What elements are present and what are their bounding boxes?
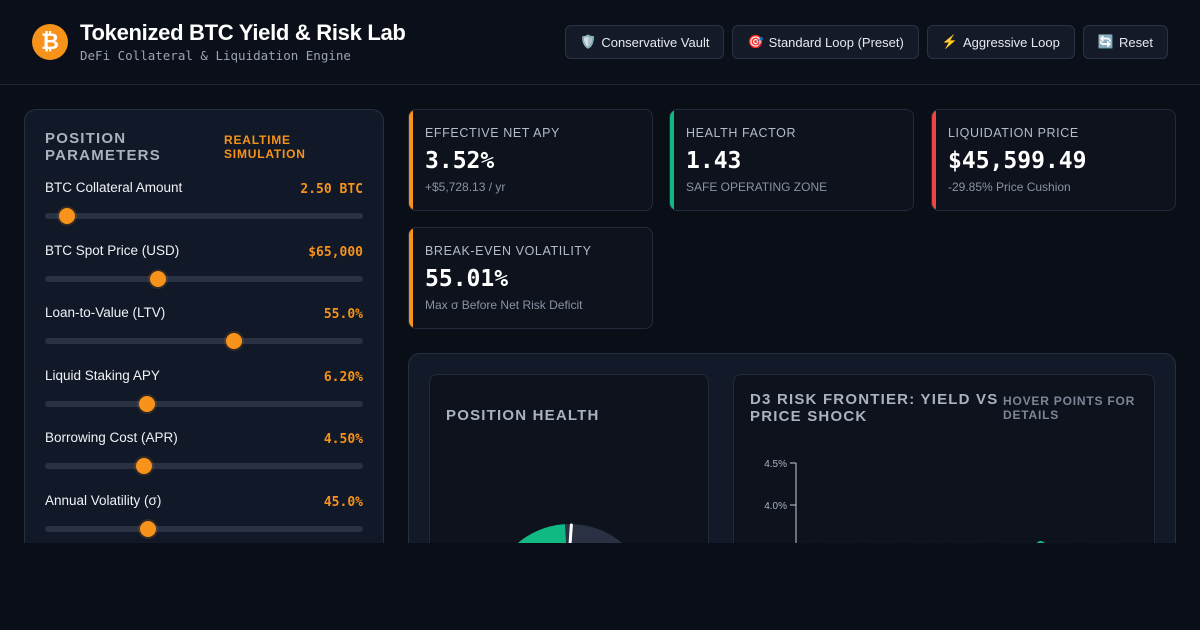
main-content: Position Parameters Realtime Simulation … <box>0 86 1200 543</box>
realtime-badge: Realtime Simulation <box>224 133 306 161</box>
slider-thumb[interactable] <box>135 458 152 474</box>
slider-label: BTC Spot Price (USD) <box>45 243 180 258</box>
net-apy-card: Effective Net APY 3.52% +$5,728.13 / yr <box>408 109 653 211</box>
slider-track[interactable] <box>45 271 363 287</box>
position-parameters-panel: Position Parameters Realtime Simulation … <box>24 109 384 543</box>
panel-title: Position Parameters <box>45 130 161 164</box>
staking-apy-slider: Liquid Staking APY 6.20% <box>45 368 363 418</box>
bitcoin-logo-icon: ₿ <box>32 24 68 60</box>
slider-label: Liquid Staking APY <box>45 368 160 383</box>
aggressive-loop-button[interactable]: ⚡ Aggressive Loop <box>926 25 1075 59</box>
blank-page-area <box>0 543 1200 630</box>
slider-thumb[interactable] <box>140 521 157 537</box>
stat-value: 1.43 <box>686 148 742 174</box>
stat-subtext: -29.85% Price Cushion <box>948 180 1071 194</box>
conservative-vault-button[interactable]: 🛡️ Conservative Vault <box>565 25 725 59</box>
preset-toolbar: 🛡️ Conservative Vault 🎯 Standard Loop (P… <box>565 25 1168 59</box>
slider-thumb[interactable] <box>138 396 155 412</box>
btc-collateral-slider: BTC Collateral Amount 2.50 BTC <box>45 180 363 230</box>
standard-loop-button[interactable]: 🎯 Standard Loop (Preset) <box>732 25 919 59</box>
stat-subtext: Max σ Before Net Risk Deficit <box>425 298 583 312</box>
lightning-icon: ⚡ <box>941 34 958 49</box>
chart-title: D3 Risk Frontier: Yield vs Price Shock <box>750 391 999 425</box>
slider-value: 6.20% <box>323 370 363 385</box>
slider-track[interactable] <box>45 396 363 412</box>
accent-bar <box>670 110 674 210</box>
slider-label: Annual Volatility (σ) <box>45 493 162 508</box>
app-subtitle: DeFi Collateral & Liquidation Engine <box>80 48 351 63</box>
slider-track[interactable] <box>45 333 363 349</box>
chart-hint: Hover points for details <box>1003 394 1136 422</box>
frontier-plot: 4.5%4.0%3.5% <box>764 459 1120 543</box>
accent-bar <box>409 110 413 210</box>
slider-thumb[interactable] <box>149 271 166 287</box>
reset-icon: 🔄 <box>1097 34 1115 49</box>
slider-value: 45.0% <box>323 495 363 510</box>
button-label: Standard Loop (Preset) <box>768 34 904 50</box>
ltv-slider: Loan-to-Value (LTV) 55.0% <box>45 305 363 355</box>
accent-bar <box>409 228 413 328</box>
stat-subtext: SAFE OPERATING ZONE <box>686 180 828 194</box>
y-tick-label: 4.5% <box>764 459 787 470</box>
stat-label: Health Factor <box>686 126 797 140</box>
slider-thumb[interactable] <box>59 208 76 224</box>
button-label: Aggressive Loop <box>963 34 1060 50</box>
slider-label: Loan-to-Value (LTV) <box>45 305 166 320</box>
gauge-fill <box>517 524 567 543</box>
btc-spot-price-slider: BTC Spot Price (USD) $65,000 <box>45 243 363 293</box>
stat-label: Break-Even Volatility <box>425 244 592 258</box>
target-icon: 🎯 <box>747 34 764 49</box>
accent-bar <box>932 110 936 210</box>
highlighted-data-point[interactable] <box>1036 540 1045 543</box>
stat-label: Effective Net APY <box>425 126 560 140</box>
app-title: Tokenized BTC Yield & Risk Lab <box>80 20 406 45</box>
position-health-card: Position Health <box>429 374 709 543</box>
risk-frontier-chart: D3 Risk Frontier: Yield vs Price Shock H… <box>733 374 1155 543</box>
stat-value: $45,599.49 <box>948 148 1087 174</box>
liquidation-price-card: Liquidation Price $45,599.49 -29.85% Pri… <box>931 109 1176 211</box>
stat-label: Liquidation Price <box>948 126 1079 140</box>
gauge-needle <box>568 523 573 543</box>
break-even-volatility-card: Break-Even Volatility 55.01% Max σ Befor… <box>408 227 653 329</box>
stat-value: 55.01% <box>425 266 509 292</box>
card-title: Position Health <box>446 407 600 424</box>
slider-thumb[interactable] <box>226 333 243 349</box>
health-gauge <box>517 523 623 543</box>
slider-track[interactable] <box>45 521 363 537</box>
button-label: Conservative Vault <box>601 34 710 50</box>
slider-value: 2.50 BTC <box>300 182 363 197</box>
slider-label: Borrowing Cost (APR) <box>45 430 178 445</box>
app-header: ₿ Tokenized BTC Yield & Risk Lab DeFi Co… <box>0 0 1200 85</box>
borrowing-cost-slider: Borrowing Cost (APR) 4.50% <box>45 430 363 480</box>
stat-subtext: +$5,728.13 / yr <box>425 180 506 194</box>
slider-label: BTC Collateral Amount <box>45 180 183 195</box>
reset-button[interactable]: 🔄 Reset <box>1082 25 1168 59</box>
slider-track[interactable] <box>45 458 363 474</box>
button-label: Reset <box>1119 34 1153 50</box>
visualization-panel: Position Health D3 Risk Frontier: Yield … <box>408 353 1176 543</box>
slider-value: $65,000 <box>308 245 363 260</box>
slider-value: 4.50% <box>323 432 363 447</box>
health-factor-card: Health Factor 1.43 SAFE OPERATING ZONE <box>669 109 914 211</box>
slider-value: 55.0% <box>323 307 363 322</box>
volatility-slider: Annual Volatility (σ) 45.0% <box>45 493 363 543</box>
slider-track[interactable] <box>45 208 363 224</box>
shield-icon: 🛡️ <box>580 34 597 49</box>
y-tick-label: 4.0% <box>764 501 787 512</box>
stat-value: 3.52% <box>425 148 495 174</box>
